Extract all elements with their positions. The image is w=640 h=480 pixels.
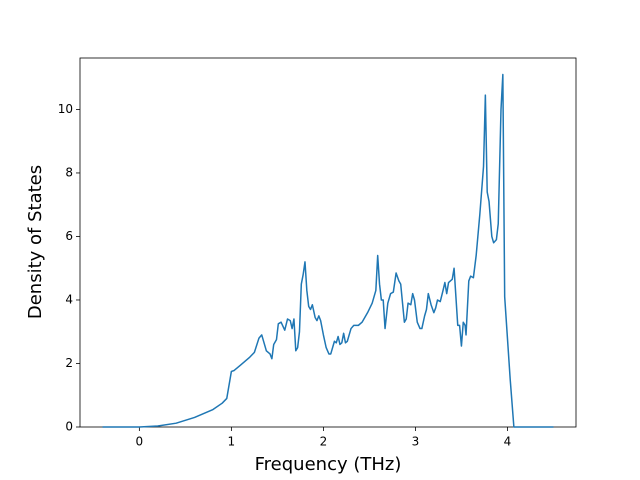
- x-tick-label: 1: [228, 435, 236, 449]
- x-tick-label: 0: [136, 435, 144, 449]
- y-tick-label: 2: [65, 356, 73, 370]
- x-axis-label: Frequency (THz): [255, 454, 402, 475]
- x-tick-label: 2: [320, 435, 328, 449]
- y-axis-label: Density of States: [25, 165, 46, 319]
- y-tick-label: 4: [65, 292, 73, 306]
- axes-frame: [79, 57, 577, 428]
- y-tick-label: 10: [58, 102, 73, 116]
- y-tick-label: 8: [65, 165, 73, 179]
- y-tick-label: 0: [65, 420, 73, 434]
- data-line: [102, 73, 554, 428]
- x-tick-label: 3: [412, 435, 420, 449]
- x-tick-label: 4: [504, 435, 512, 449]
- y-tick-label: 6: [65, 229, 73, 243]
